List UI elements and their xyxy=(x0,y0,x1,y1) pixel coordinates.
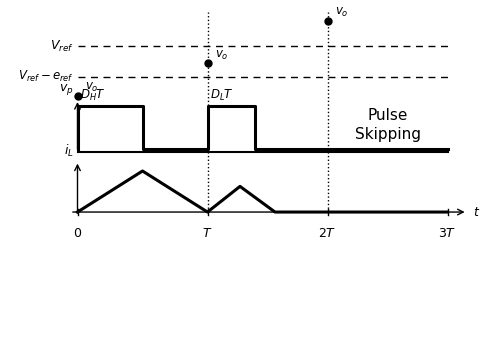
Text: $D_L T$: $D_L T$ xyxy=(210,88,234,103)
Text: 0: 0 xyxy=(74,227,82,240)
Text: $V_\mathregular{ref}-e_\mathregular{ref}$: $V_\mathregular{ref}-e_\mathregular{ref}… xyxy=(18,69,74,84)
Text: $v_o$: $v_o$ xyxy=(215,49,228,62)
Text: $3T$: $3T$ xyxy=(438,227,456,240)
Text: Pulse
Skipping: Pulse Skipping xyxy=(354,108,420,142)
Text: $v_p$: $v_p$ xyxy=(59,82,74,97)
Text: $t$: $t$ xyxy=(472,206,480,219)
Text: $i_L$: $i_L$ xyxy=(64,143,74,159)
Text: $v_o$: $v_o$ xyxy=(335,6,348,19)
Text: $T$: $T$ xyxy=(202,227,212,240)
Text: $v_o$: $v_o$ xyxy=(85,81,98,94)
Text: $2T$: $2T$ xyxy=(318,227,336,240)
Text: $V_\mathregular{ref}$: $V_\mathregular{ref}$ xyxy=(50,39,74,54)
Text: $D_H T$: $D_H T$ xyxy=(80,88,106,103)
